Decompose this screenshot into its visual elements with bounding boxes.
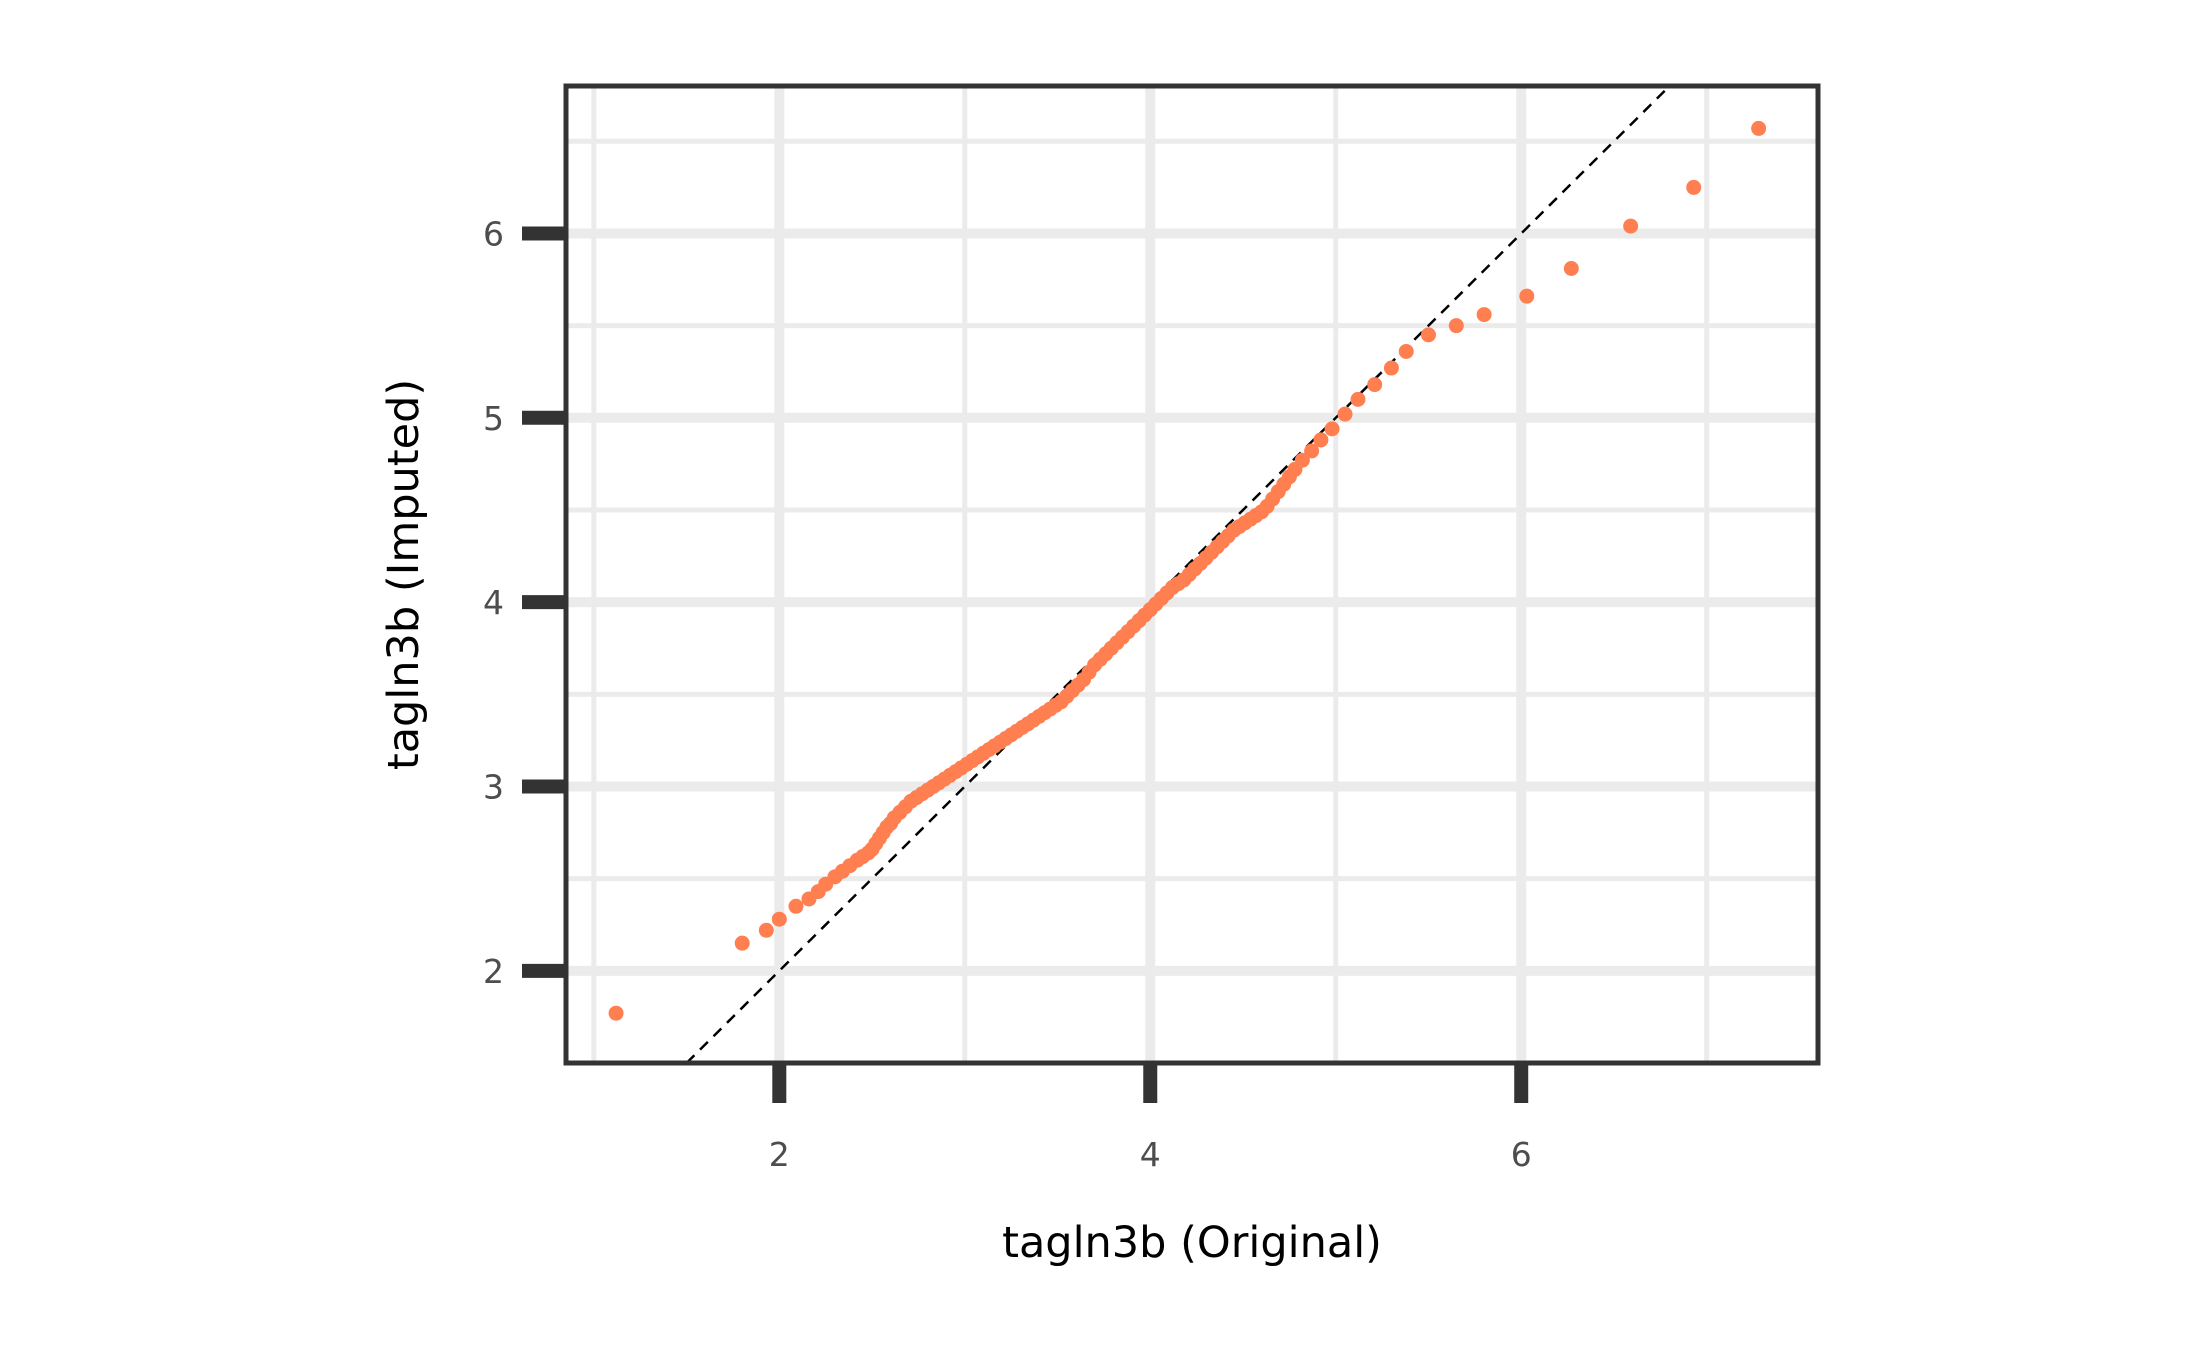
data-point <box>1313 432 1329 448</box>
data-point <box>1337 406 1353 422</box>
data-point <box>1519 288 1535 304</box>
data-points <box>608 120 1767 1021</box>
x-tick-label: 4 <box>1140 1135 1161 1174</box>
x-tick-label: 2 <box>769 1135 790 1174</box>
y-axis-title: tagln3b (Imputed) <box>379 379 429 770</box>
x-axis-title: tagln3b (Original) <box>1002 1218 1382 1268</box>
panel-border <box>563 83 1821 1066</box>
data-point <box>1623 218 1639 234</box>
data-point <box>608 1005 624 1021</box>
data-point <box>1563 260 1579 276</box>
data-point <box>1304 443 1320 459</box>
data-point <box>1294 452 1310 468</box>
x-tick-label: 6 <box>1511 1135 1532 1174</box>
data-point <box>1383 360 1399 376</box>
data-point <box>1398 343 1414 359</box>
data-point <box>758 922 774 938</box>
y-tick-label: 3 <box>483 767 504 806</box>
data-point <box>734 935 750 951</box>
data-point <box>1367 377 1383 393</box>
y-tick-label: 5 <box>483 399 504 438</box>
data-point <box>1448 318 1464 334</box>
data-point <box>1420 327 1436 343</box>
data-point <box>788 898 804 914</box>
y-tick-label: 4 <box>483 583 504 622</box>
reference-line <box>685 85 1671 1064</box>
y-tick-label: 6 <box>483 214 504 253</box>
y-tick-label: 2 <box>483 952 504 991</box>
data-point <box>1686 179 1702 195</box>
reference-line-layer <box>685 85 1671 1064</box>
axes: 2 4 6 2 3 4 5 6 <box>483 214 1532 1174</box>
data-point <box>1476 307 1492 323</box>
grid <box>566 86 1818 1063</box>
data-point <box>1324 421 1340 437</box>
data-point <box>1751 120 1767 136</box>
data-point <box>1350 391 1366 407</box>
data-point <box>771 911 787 927</box>
